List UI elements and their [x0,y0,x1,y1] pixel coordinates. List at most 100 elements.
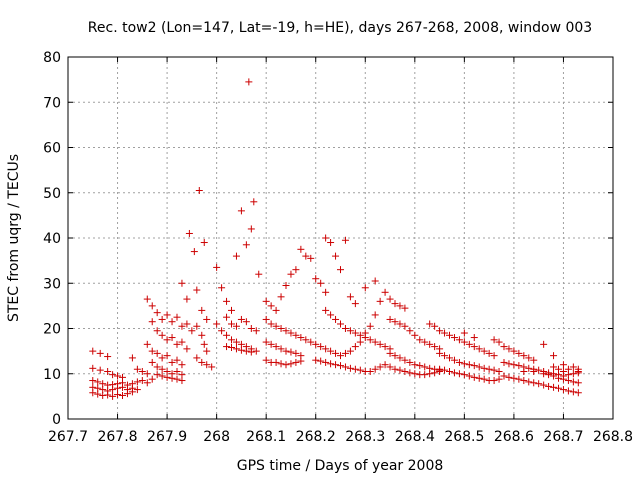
x-tick-label: 268.7 [543,429,583,445]
x-tick-label: 267.7 [48,429,88,445]
data-point [322,345,330,353]
data-point [411,361,419,369]
data-point [485,349,493,357]
data-point [213,320,221,328]
data-point [232,252,240,260]
data-point [267,340,275,348]
data-point [401,322,409,330]
data-points [89,78,582,400]
data-point [287,348,295,356]
data-point [242,347,250,355]
data-point [262,356,270,364]
data-point [327,311,335,319]
data-point [104,391,112,399]
data-point [441,352,449,360]
data-point [242,241,250,249]
data-point [525,364,533,372]
data-point [470,362,478,370]
y-tick-label: 80 [43,50,61,66]
data-point [391,365,399,373]
data-point [446,331,453,339]
data-point [559,375,567,383]
data-point [505,360,513,368]
data-point [455,336,463,344]
data-point [178,279,186,287]
data-point [416,362,424,370]
data-point [550,363,558,371]
data-point [450,356,458,364]
data-point [158,331,166,339]
data-point [356,366,364,374]
data-point [183,295,191,303]
data-point [520,352,528,360]
data-point [366,367,374,375]
data-point [406,369,414,377]
data-point [200,239,208,247]
data-point [421,371,429,379]
data-point [302,252,310,260]
data-point [138,367,146,375]
data-point [94,384,102,392]
data-point [391,300,399,308]
data-point [178,361,186,369]
data-point [173,356,181,364]
data-point [277,345,285,353]
data-point [391,318,399,326]
data-point [178,371,186,379]
data-point [401,356,409,364]
data-point [287,329,295,337]
data-point [213,263,221,271]
data-point [510,374,518,382]
data-point [475,363,483,371]
data-point [198,358,206,366]
data-point [128,388,136,396]
data-point [252,347,260,355]
data-point [530,379,538,387]
data-point [143,370,151,378]
data-point [114,372,122,380]
data-point [163,352,171,360]
data-point [446,367,453,375]
data-point [371,277,379,285]
data-point [148,375,156,383]
data-point [267,320,275,328]
data-point [178,322,186,330]
data-point [401,367,409,375]
data-point [168,318,176,326]
chart-title: Rec. tow2 (Lon=147, Lat=-19, h=HE), days… [88,20,592,36]
data-point [158,372,166,380]
data-point [371,365,379,373]
data-point [99,386,107,394]
data-point [178,377,186,385]
data-point [168,334,176,342]
data-point [228,306,235,314]
data-point [163,336,171,344]
data-point [431,322,439,330]
data-point [351,300,359,308]
data-point [396,354,404,362]
data-point [185,229,193,237]
data-point [148,318,156,326]
data-point [361,334,369,342]
data-point [555,384,562,392]
data-point [564,377,572,385]
data-point [337,266,344,274]
data-point [569,370,577,378]
data-point [346,364,354,372]
data-point [190,248,198,256]
data-point [470,373,478,381]
data-point [96,349,104,357]
data-point [228,320,235,328]
data-point [396,366,404,374]
data-point [158,315,166,323]
data-point [237,315,245,323]
data-point [465,340,473,348]
data-point [376,363,384,371]
data-point [480,347,488,355]
data-point [277,293,285,301]
data-point [346,293,354,301]
data-point [250,198,258,206]
data-point [411,370,419,378]
data-point [287,360,295,368]
data-point [312,340,320,348]
